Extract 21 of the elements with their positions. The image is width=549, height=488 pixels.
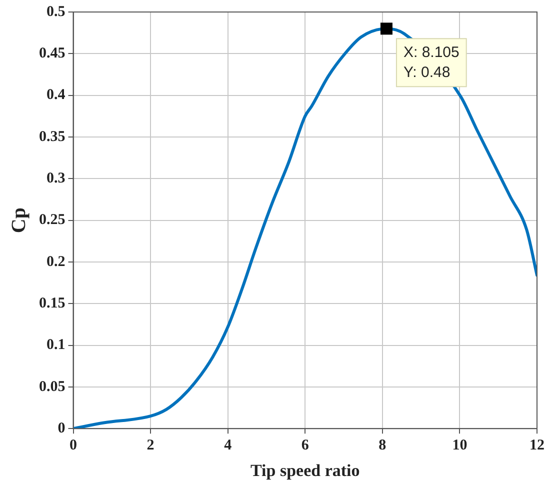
y-tick-label: 0.5: [46, 4, 66, 20]
y-tick-label: 0.05: [39, 378, 66, 395]
y-axis-title: Cp: [8, 208, 30, 234]
y-tick-label: 0.1: [46, 337, 66, 354]
x-tick-label: 0: [70, 437, 77, 454]
annotation: X: 8.105 Y: 0.48: [403, 44, 460, 81]
y-tick-label: 0.15: [39, 295, 66, 312]
y-tick-label: 0.45: [39, 46, 66, 62]
y-tick-label: 0.25: [39, 212, 66, 228]
y-tick-label: 0.35: [39, 128, 66, 145]
y-tick-label: 0.3: [46, 170, 66, 187]
x-tick-label: 10: [452, 437, 468, 454]
x-tick-label: 4: [224, 437, 232, 454]
y-tick-label: 0: [58, 420, 66, 436]
x-axis-title: Tip speed ratio: [250, 461, 360, 480]
y-tick-label: 0.4: [46, 87, 66, 104]
x-tick-label: 12: [530, 437, 544, 454]
y-tick-label: 0.2: [46, 254, 66, 270]
x-tick-label: 6: [301, 437, 310, 454]
x-tick-label: 2: [146, 437, 154, 454]
x-tick-label: 8: [378, 437, 386, 454]
